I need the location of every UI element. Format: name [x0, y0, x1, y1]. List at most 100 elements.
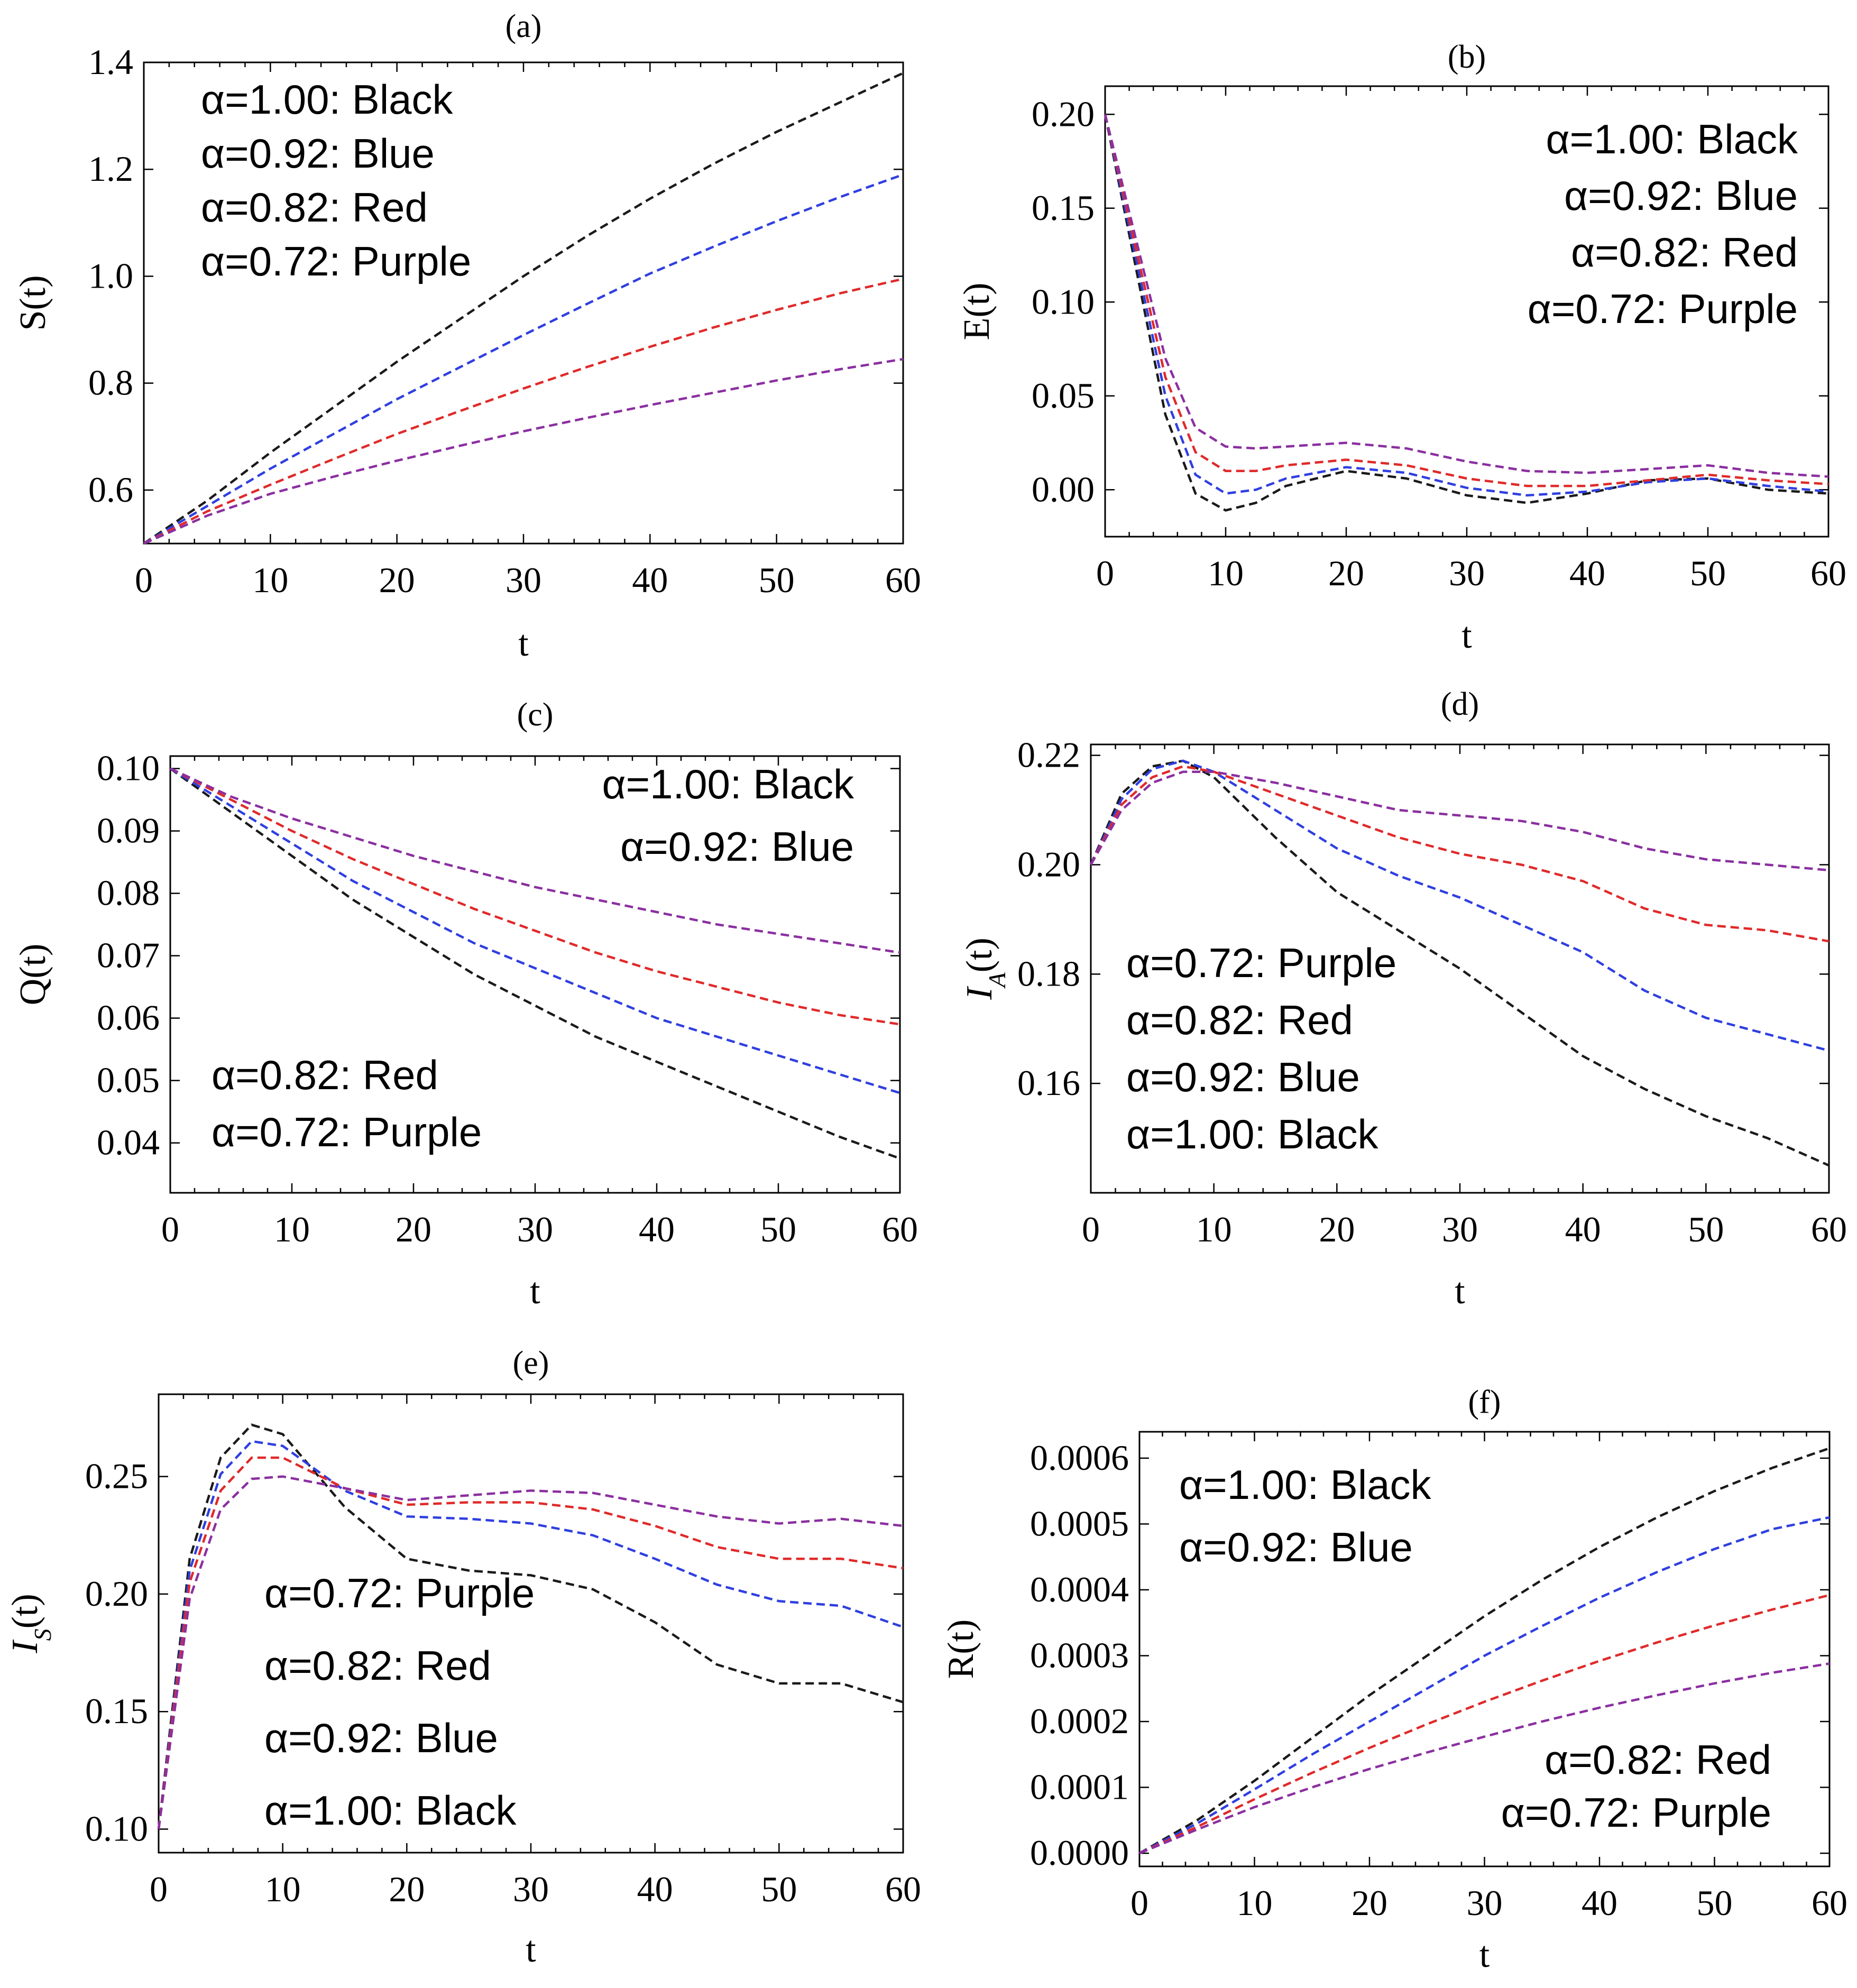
series-line-092	[143, 173, 904, 545]
x-axis-label: t	[518, 623, 529, 664]
y-tick-label: 0.09	[97, 811, 160, 851]
legend-entry: α=0.82: Red	[212, 1052, 438, 1098]
y-tick-label: 0.10	[97, 748, 160, 788]
x-axis-label: t	[1461, 615, 1472, 656]
x-tick-label: 40	[1582, 1883, 1617, 1923]
panel-title: (e)	[513, 1345, 549, 1381]
series-line-092	[157, 1440, 904, 1829]
legend-entry: α=0.72: Purple	[264, 1570, 535, 1616]
y-tick-label: 0.0002	[1030, 1701, 1129, 1741]
legend-entry: α=0.72: Purple	[1501, 1789, 1771, 1836]
y-axis-label: S(t)	[13, 275, 53, 331]
x-tick-label: 30	[517, 1209, 553, 1249]
y-tick-label: 0.10	[1032, 281, 1095, 321]
x-tick-label: 40	[1569, 553, 1605, 593]
y-tick-label: 1.2	[88, 149, 133, 189]
x-tick-label: 20	[1328, 553, 1364, 593]
panel-f: 0 10 20 30 40 50 60 0.0000 0.0001 0.0002 0.0003 0.0…	[941, 1384, 1847, 1975]
panel-c: 0 10 20 30 40 50 60 0.04 0.05 0.06 0.07 0.08 0.09 0.1…	[13, 697, 918, 1312]
panel-b: 0 10 20 30 40 50 60 0.00 0.05 0.10 0.15 0.20 E(t) t (b…	[957, 39, 1846, 656]
series-line-072	[1139, 1662, 1830, 1855]
legend-entry: α=0.82: Red	[264, 1642, 491, 1689]
x-tick-label: 40	[1565, 1209, 1601, 1249]
x-tick-label: 10	[265, 1869, 301, 1909]
x-tick-label: 60	[885, 560, 921, 600]
x-axis-label: t	[1479, 1935, 1490, 1975]
legend-entry: α=1.00: Black	[1126, 1111, 1379, 1157]
y-tick-label: 1.0	[88, 255, 133, 296]
x-tick-label: 10	[1196, 1209, 1232, 1249]
y-tick-label: 0.00	[1032, 469, 1095, 509]
x-tick-label: 10	[274, 1209, 310, 1249]
series-line-082	[143, 278, 904, 545]
y-tick-label: 0.0005	[1030, 1503, 1129, 1543]
panel-title: (a)	[505, 8, 542, 44]
series-line-082	[1104, 114, 1829, 487]
y-tick-label: 0.15	[85, 1691, 148, 1731]
panel-title: (d)	[1441, 686, 1479, 722]
x-axis-label: t	[530, 1271, 540, 1312]
y-tick-label: 0.04	[97, 1122, 160, 1163]
series-line-100	[143, 72, 904, 545]
x-tick-label: 10	[252, 560, 288, 600]
y-tick-label: 0.20	[1017, 844, 1080, 885]
legend-entry: α=0.72: Purple	[1528, 286, 1798, 332]
x-tick-label: 10	[1208, 553, 1244, 593]
x-tick-label: 50	[1697, 1883, 1733, 1923]
x-tick-label: 0	[161, 1209, 179, 1249]
series-line-092	[1089, 759, 1830, 1052]
series-line-082	[169, 767, 900, 1026]
legend-entry: α=0.92: Blue	[264, 1715, 498, 1761]
y-tick-label: 0.6	[88, 470, 133, 510]
y-tick-label: 0.20	[85, 1573, 148, 1614]
x-tick-label: 20	[396, 1209, 431, 1249]
series-line-092	[1138, 1516, 1830, 1855]
panel-title: (c)	[517, 697, 554, 733]
legend-entry: α=1.00: Black	[201, 76, 454, 123]
plot-frame	[158, 1393, 904, 1854]
legend-entry: α=0.82: Red	[1545, 1736, 1771, 1783]
series-line-082	[157, 1456, 904, 1829]
legend-entry: α=1.00: Black	[602, 761, 854, 807]
y-tick-label: 0.10	[85, 1809, 148, 1849]
legend-entry: α=0.92: Blue	[1564, 172, 1798, 219]
y-tick-label: 0.06	[97, 998, 160, 1038]
series-line-100	[157, 1423, 904, 1829]
y-axis-label: R(t)	[941, 1619, 981, 1679]
y-tick-label: 0.0000	[1030, 1833, 1129, 1873]
legend-entry: α=0.92: Blue	[201, 130, 435, 177]
y-tick-label: 0.20	[1032, 94, 1095, 134]
panel-d: 0 10 20 30 40 50 60 0.16 0.18 0.20 0.22 IA(t) t (d) α=…	[959, 686, 1847, 1312]
legend-entry: α=0.92: Blue	[1179, 1524, 1413, 1570]
series-line-100	[169, 767, 900, 1160]
x-tick-label: 30	[1467, 1883, 1503, 1923]
x-tick-label: 20	[1319, 1209, 1355, 1249]
panel-title: (b)	[1448, 39, 1486, 75]
x-tick-label: 0	[135, 560, 153, 600]
y-tick-label: 0.0006	[1030, 1438, 1129, 1478]
x-tick-label: 10	[1237, 1883, 1273, 1923]
x-tick-label: 30	[1449, 553, 1485, 593]
series-line-092	[169, 767, 900, 1094]
x-tick-label: 50	[1690, 553, 1726, 593]
x-tick-label: 50	[1688, 1209, 1724, 1249]
panel-e: 0 10 20 30 40 50 60 0.10 0.15 0.20 0.25 IS(t) t (e) α=…	[5, 1345, 921, 1970]
panel-a: 0 10 20 30 40 50 60 0.6 0.8 1.0 1.2 1.4 S(t) t (a) α=1.…	[13, 8, 921, 664]
y-axis-label: IA(t)	[959, 937, 1010, 1000]
series-line-100	[1089, 759, 1830, 1167]
y-tick-label: 1.4	[88, 42, 133, 82]
y-tick-label: 0.8	[88, 363, 133, 403]
x-tick-label: 0	[1082, 1209, 1100, 1249]
y-tick-label: 0.22	[1017, 735, 1080, 775]
y-tick-label: 0.05	[1032, 375, 1095, 416]
series-line-082	[1089, 765, 1830, 943]
x-tick-label: 20	[389, 1869, 425, 1909]
legend-entry: α=0.72: Purple	[1126, 940, 1396, 986]
y-tick-label: 0.15	[1032, 188, 1095, 228]
y-tick-label: 0.07	[97, 935, 160, 975]
series-line-072	[143, 357, 904, 545]
x-axis-label: t	[1455, 1271, 1465, 1312]
x-axis-label: t	[526, 1929, 536, 1970]
legend-entry: α=1.00: Black	[1546, 116, 1798, 162]
